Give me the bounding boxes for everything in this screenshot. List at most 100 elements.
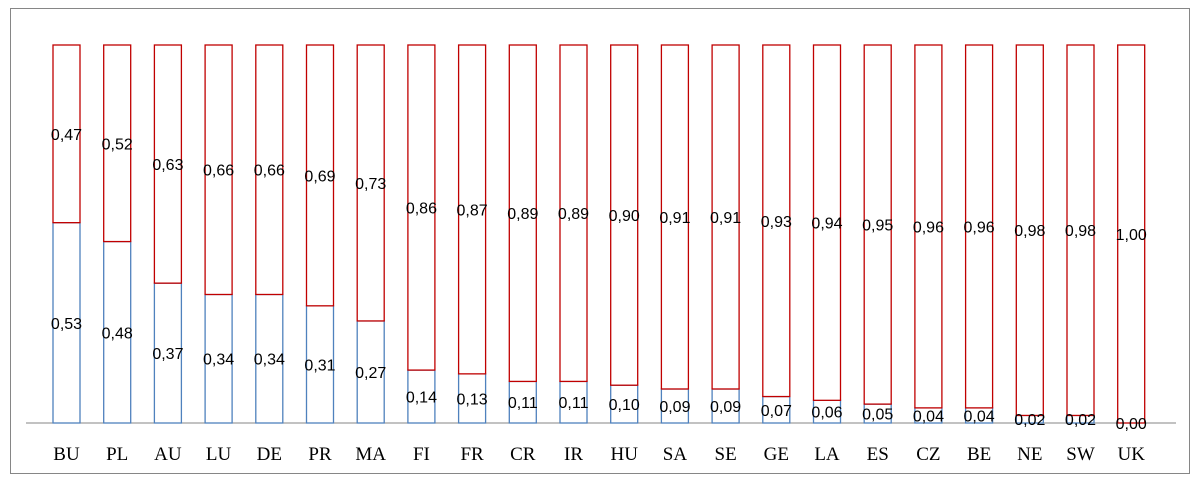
chart-frame: 0,47 0,53 BU 0,52 0,48 PL 0,63 0,37 AU 0,66 0,34 LU… <box>10 8 1190 474</box>
bar-segment-upper-pr <box>305 44 335 307</box>
x-tick-label-ne: NE <box>1017 444 1042 465</box>
x-tick-label-de: DE <box>257 444 282 465</box>
data-label-upper-ne: 0,98 <box>1014 223 1045 240</box>
bar-segment-upper-cr <box>508 44 537 383</box>
x-tick-label-cz: CZ <box>916 444 940 465</box>
data-label-upper-be: 0,96 <box>964 219 995 236</box>
data-label-lower-cz: 0,04 <box>913 408 944 425</box>
data-label-lower-pr: 0,31 <box>304 357 335 374</box>
data-label-lower-bu: 0,53 <box>51 316 82 333</box>
x-tick-label-se: SE <box>715 444 737 465</box>
data-label-upper-cz: 0,96 <box>913 219 944 236</box>
x-tick-label-fi: FI <box>413 444 430 465</box>
bar-segment-lower-ir <box>559 380 588 424</box>
bar-segment-lower-pr <box>305 305 335 424</box>
bar-segment-upper-fr <box>457 44 487 375</box>
data-label-lower-se: 0,09 <box>710 399 741 416</box>
data-label-upper-ma: 0,73 <box>355 176 386 193</box>
data-label-lower-be: 0,04 <box>964 408 995 425</box>
bar-segment-lower-lu <box>204 293 233 424</box>
bar-segment-upper-la <box>812 44 842 401</box>
data-label-upper-ir: 0,89 <box>558 206 589 223</box>
data-label-lower-au: 0,37 <box>152 346 183 363</box>
bar-segment-lower-de <box>255 293 284 424</box>
data-label-lower-sw: 0,02 <box>1065 412 1096 429</box>
data-label-upper-sa: 0,91 <box>659 210 690 227</box>
data-label-lower-de: 0,34 <box>254 352 285 369</box>
x-tick-label-fr: FR <box>460 444 484 465</box>
data-label-upper-la: 0,94 <box>811 216 842 233</box>
bar-segment-lower-hu <box>610 384 639 424</box>
x-tick-label-ma: MA <box>355 444 386 465</box>
bar-segment-lower-fr <box>457 373 487 424</box>
data-label-lower-lu: 0,34 <box>203 352 234 369</box>
data-label-lower-pl: 0,48 <box>102 325 133 342</box>
bar-segment-upper-ma <box>356 44 385 322</box>
bar-segment-lower-ma <box>356 320 385 424</box>
bar-segment-upper-uk <box>1117 44 1146 424</box>
bar-segment-lower-cr <box>508 380 537 424</box>
x-tick-label-pr: PR <box>308 444 332 465</box>
bar-segment-upper-sa <box>660 44 690 390</box>
bar-segment-upper-ge <box>762 44 791 398</box>
data-label-upper-ge: 0,93 <box>761 214 792 231</box>
data-label-upper-sw: 0,98 <box>1065 223 1096 240</box>
data-label-lower-ne: 0,02 <box>1014 412 1045 429</box>
bar-segment-upper-ne <box>1015 44 1044 417</box>
x-tick-label-sa: SA <box>663 444 688 465</box>
data-label-lower-es: 0,05 <box>862 407 893 424</box>
data-label-lower-fi: 0,14 <box>406 390 437 407</box>
data-label-upper-fi: 0,86 <box>406 201 437 218</box>
data-label-lower-sa: 0,09 <box>659 399 690 416</box>
x-tick-label-lu: LU <box>206 444 232 465</box>
data-label-upper-cr: 0,89 <box>507 206 538 223</box>
x-tick-label-cr: CR <box>510 444 536 465</box>
x-tick-label-be: BE <box>967 444 991 465</box>
bar-segment-upper-bu <box>52 44 81 224</box>
bar-segment-upper-de <box>255 44 284 296</box>
x-tick-label-uk: UK <box>1117 444 1145 465</box>
data-label-upper-lu: 0,66 <box>203 163 234 180</box>
data-label-lower-la: 0,06 <box>811 405 842 422</box>
bar-segment-upper-sw <box>1066 44 1095 417</box>
bar-segment-upper-ir <box>559 44 588 383</box>
bar-segment-lower-se <box>711 388 740 424</box>
data-label-upper-es: 0,95 <box>862 218 893 235</box>
data-label-upper-pr: 0,69 <box>304 168 335 185</box>
bar-segment-upper-se <box>711 44 740 390</box>
data-label-lower-ge: 0,07 <box>761 403 792 420</box>
bar-segment-upper-es <box>863 44 892 405</box>
x-tick-label-ir: IR <box>564 444 583 465</box>
bar-segment-upper-pl <box>103 44 132 243</box>
data-label-lower-hu: 0,10 <box>609 397 640 414</box>
data-label-lower-fr: 0,13 <box>457 391 488 408</box>
stacked-bar-chart: 0,47 0,53 BU 0,52 0,48 PL 0,63 0,37 AU 0,66 0,34 LU… <box>26 44 1176 465</box>
data-label-upper-se: 0,91 <box>710 210 741 227</box>
data-label-upper-bu: 0,47 <box>51 127 82 144</box>
bar-segment-lower-bu <box>52 222 81 424</box>
data-label-upper-hu: 0,90 <box>609 208 640 225</box>
bar-segment-upper-be <box>964 44 994 409</box>
x-tick-label-pl: PL <box>106 444 128 465</box>
data-label-lower-ma: 0,27 <box>355 365 386 382</box>
bar-segment-upper-cz <box>914 44 943 409</box>
x-tick-label-la: LA <box>814 444 840 465</box>
x-tick-label-ge: GE <box>764 444 789 465</box>
data-label-upper-pl: 0,52 <box>102 136 133 153</box>
data-label-upper-de: 0,66 <box>254 163 285 180</box>
x-tick-label-au: AU <box>154 444 182 465</box>
bar-segment-upper-lu <box>204 44 233 296</box>
x-tick-label-es: ES <box>867 444 889 465</box>
bar-segment-lower-au <box>153 282 183 424</box>
x-tick-label-hu: HU <box>610 444 638 465</box>
bar-segment-upper-hu <box>610 44 639 386</box>
data-label-lower-cr: 0,11 <box>508 395 538 412</box>
x-tick-label-bu: BU <box>53 444 80 465</box>
data-label-lower-uk: 0,00 <box>1116 416 1147 433</box>
bar-segment-lower-ge <box>762 395 791 424</box>
data-label-upper-au: 0,63 <box>152 157 183 174</box>
bar-segment-upper-au <box>153 44 183 284</box>
data-label-lower-ir: 0,11 <box>559 395 589 412</box>
bar-segment-upper-fi <box>407 44 436 371</box>
x-tick-label-sw: SW <box>1066 444 1095 465</box>
